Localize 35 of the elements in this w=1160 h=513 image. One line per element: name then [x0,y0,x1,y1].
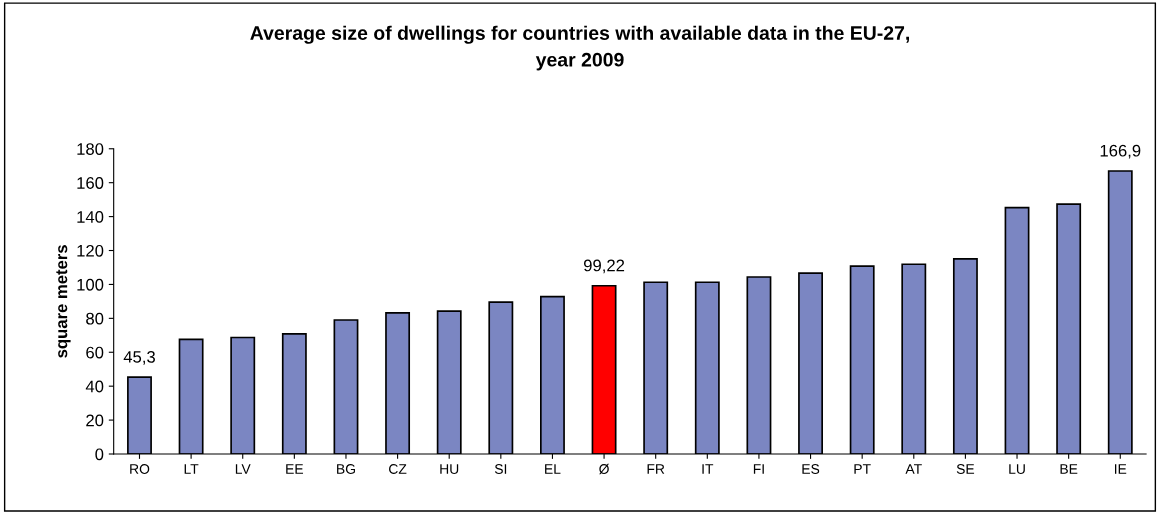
x-tick-label: HU [440,464,459,474]
y-tick-label: 0 [95,448,104,461]
y-tick-label: 80 [86,312,104,325]
x-tick-label: ES [802,464,820,474]
x-tick-label: Ø [599,463,609,475]
x-tick-label: SE [956,464,975,474]
y-tick-label: 120 [77,244,104,257]
x-tick-label: IE [1114,464,1127,474]
x-tick-label: FI [753,464,764,474]
y-tick-label: 40 [85,380,104,393]
y-tick-label: 20 [86,414,104,427]
x-tick-label: CZ [389,464,407,474]
x-tick-label: RO [130,464,150,474]
x-tick-label: EL [545,464,561,474]
data-label: 99,22 [584,259,625,274]
y-tick-label: 60 [86,346,104,359]
data-label: 166,9 [1100,144,1141,159]
y-axis-title: square meters [56,245,71,358]
x-tick-label: LU [1009,464,1025,474]
x-tick-label: FR [647,464,665,474]
data-label: 45,3 [123,350,155,365]
y-tick-label: 160 [77,177,104,189]
x-tick-label: LT [184,464,199,474]
x-tick-label: IT [702,464,714,474]
x-tick-label: LV [235,464,251,474]
x-tick-label: EE [286,464,304,474]
chart-title: Average size of dwellings for countries with available data in the EU-27, year 2009 [250,25,909,71]
y-tick-label: 140 [77,211,104,223]
y-tick-label: 180 [77,143,104,155]
y-tick-label: 100 [77,278,104,291]
x-tick-label: BG [337,464,355,474]
x-tick-label: AT [905,464,922,474]
x-tick-label: PT [854,464,871,474]
x-tick-label: SI [494,464,507,474]
x-tick-label: BE [1060,464,1078,474]
